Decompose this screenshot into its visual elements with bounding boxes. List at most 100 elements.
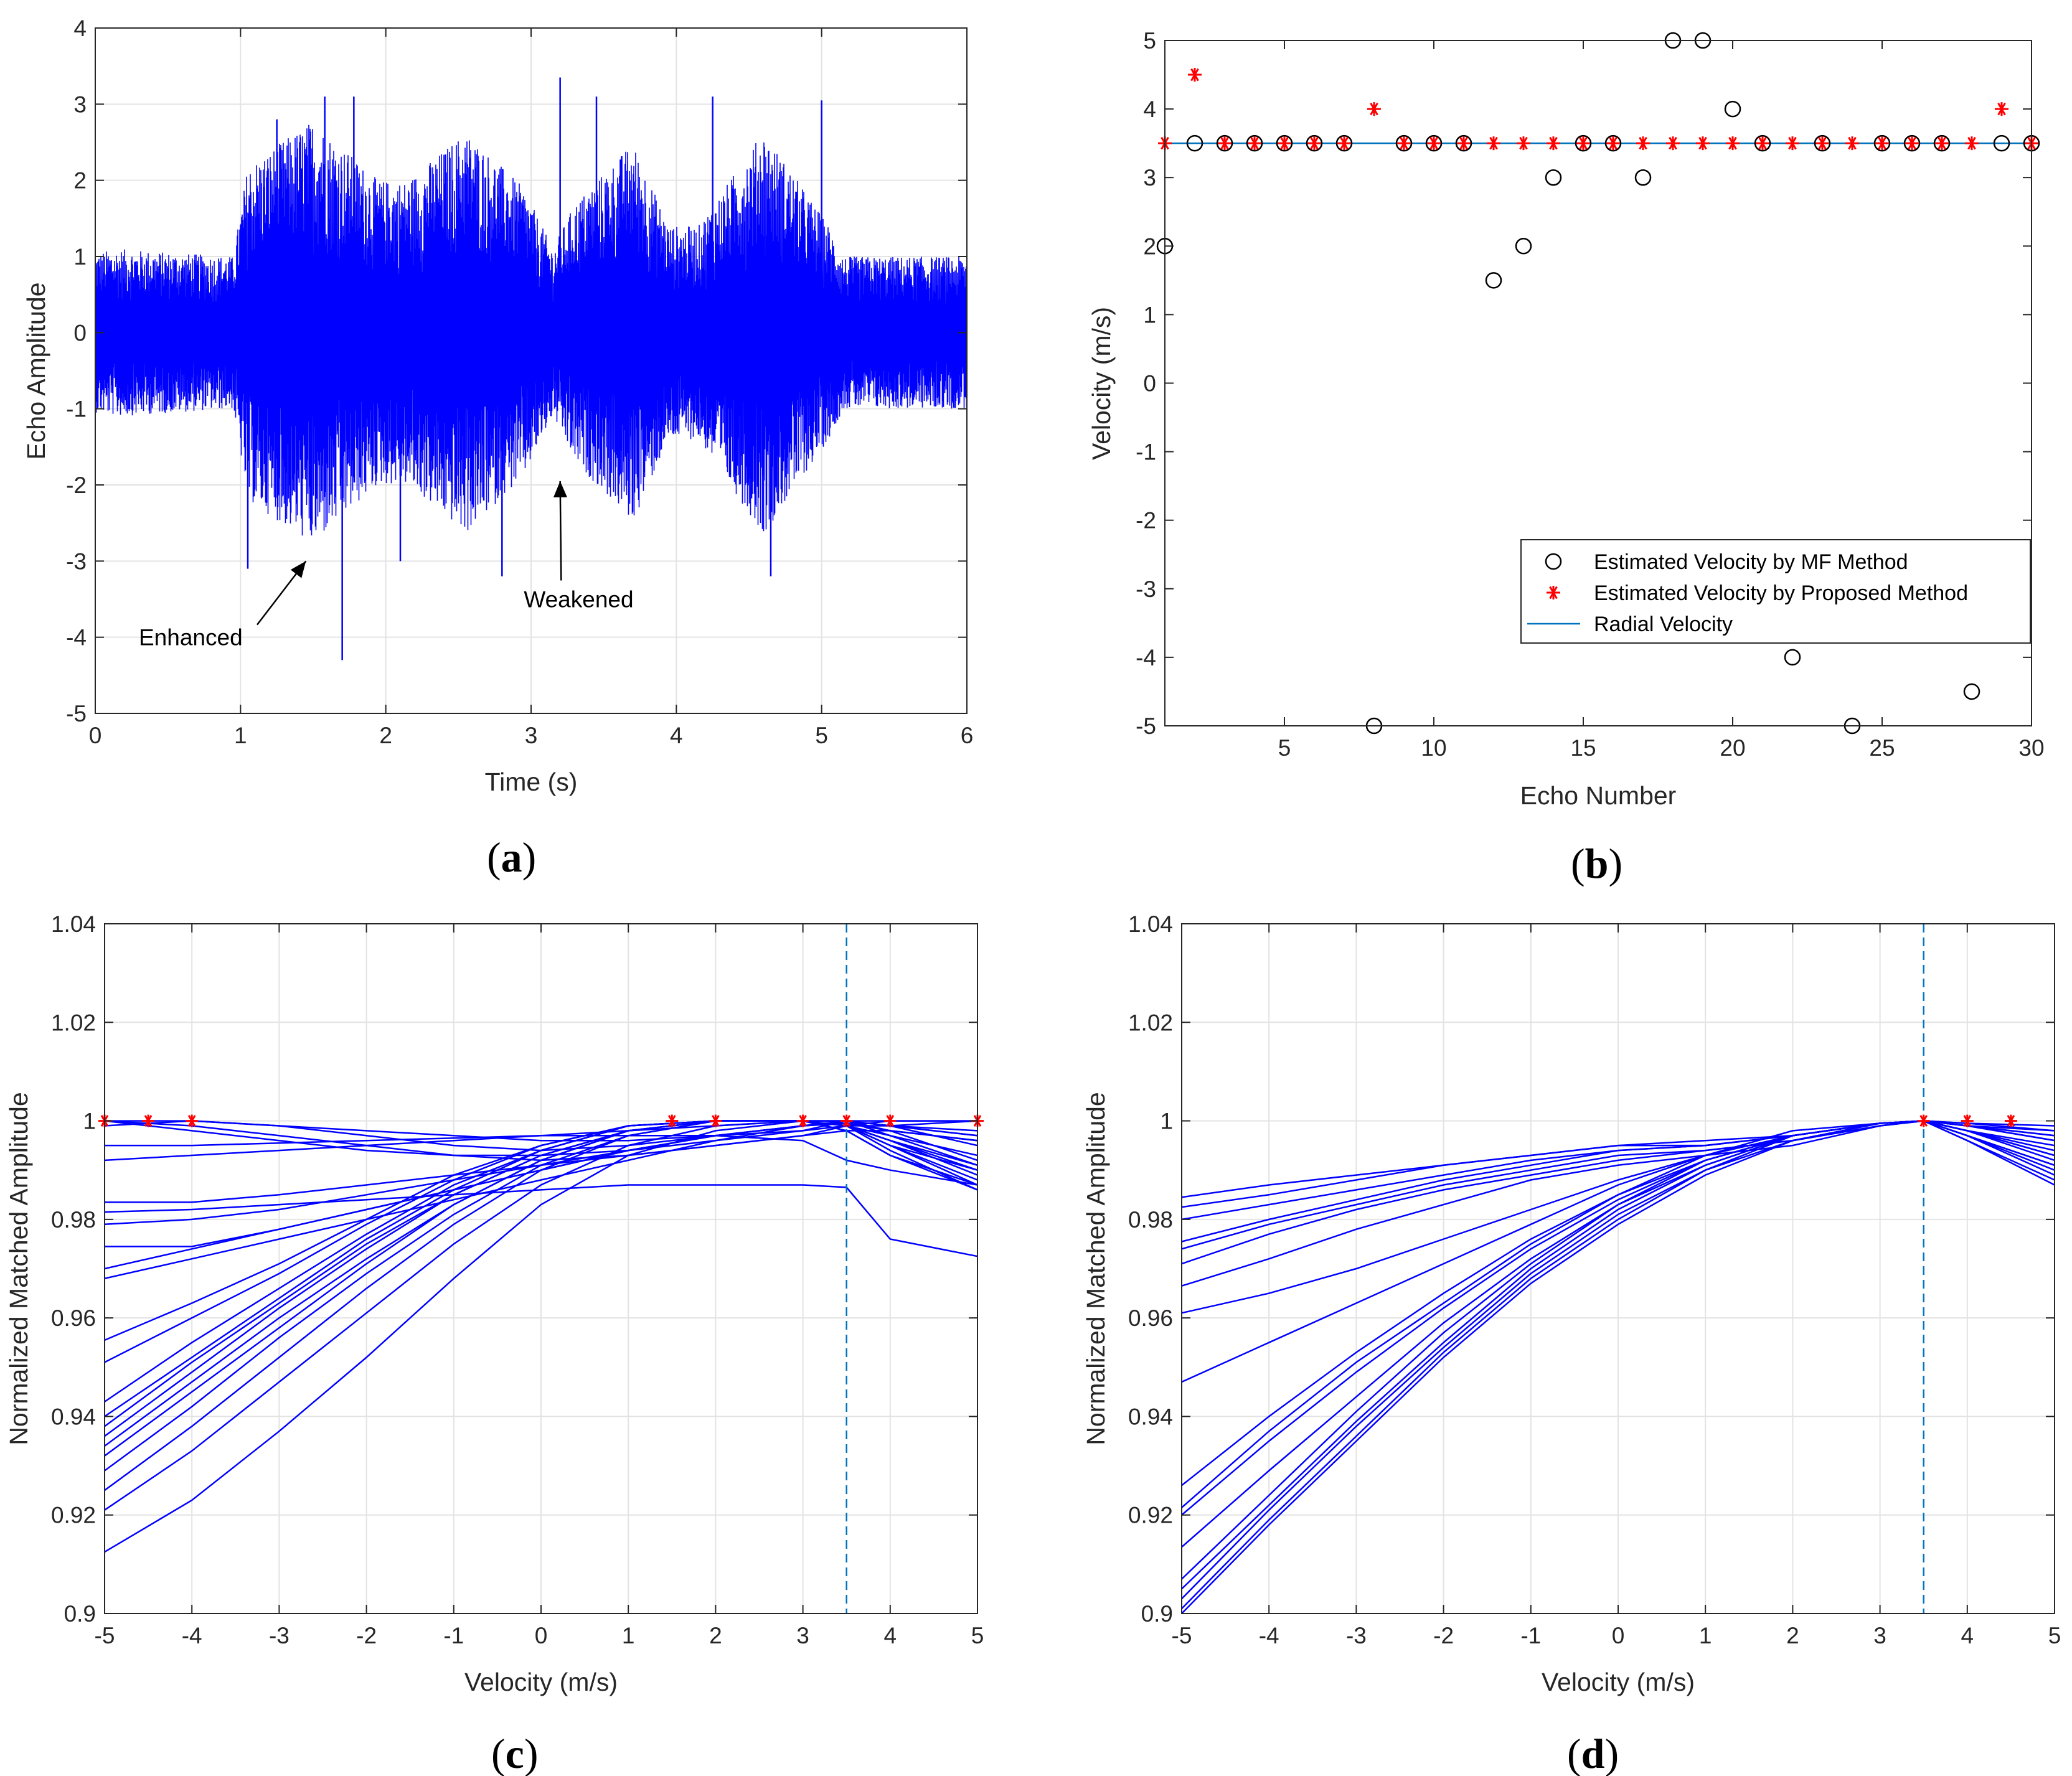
y-tick-label: 0 bbox=[1143, 371, 1156, 397]
y-tick-label: 0.94 bbox=[51, 1404, 96, 1429]
x-tick-label: 25 bbox=[1869, 735, 1895, 761]
panel-label-b: (b) bbox=[1571, 840, 1622, 887]
y-tick-label: 1 bbox=[83, 1109, 96, 1134]
x-axis-label-a: Time (s) bbox=[485, 768, 578, 796]
mf-estimate-point bbox=[1634, 169, 1652, 186]
y-tick-label: 0.92 bbox=[51, 1503, 96, 1528]
y-tick-label: 5 bbox=[1143, 28, 1156, 54]
mf-estimate-point bbox=[1246, 134, 1263, 152]
y-tick-label: 1.04 bbox=[1128, 911, 1173, 937]
y-tick-label: 1.02 bbox=[1128, 1010, 1173, 1035]
peak-marker bbox=[1961, 1114, 1974, 1127]
legend-circle-icon bbox=[1545, 553, 1562, 570]
proposed-estimate-point bbox=[1248, 136, 1261, 151]
mf-estimate-point bbox=[1604, 134, 1622, 152]
proposed-estimate-point bbox=[1666, 136, 1680, 151]
mf-estimate-point bbox=[1306, 134, 1323, 152]
y-tick-label: 3 bbox=[1143, 165, 1156, 190]
x-tick-label: -3 bbox=[1346, 1623, 1367, 1648]
x-tick-label: 15 bbox=[1570, 735, 1596, 761]
mf-estimate-point bbox=[1903, 134, 1921, 152]
annotation-enhanced: Enhanced bbox=[139, 625, 243, 651]
mf-estimate-point bbox=[1784, 649, 1801, 666]
proposed-estimate-point bbox=[1636, 136, 1650, 151]
y-tick-label: 0.98 bbox=[1128, 1207, 1173, 1233]
x-tick-label: 4 bbox=[1961, 1623, 1974, 1648]
y-tick-label: 1 bbox=[73, 244, 87, 270]
y-tick-label: 0.98 bbox=[51, 1207, 96, 1233]
peak-marker bbox=[186, 1114, 199, 1127]
x-tick-label: 20 bbox=[1720, 735, 1745, 761]
proposed-estimate-point bbox=[1696, 136, 1710, 151]
mf-estimate-point bbox=[1425, 134, 1443, 152]
mf-estimate-point bbox=[1395, 134, 1413, 152]
proposed-estimate-point bbox=[1457, 136, 1471, 151]
mf-estimate-point bbox=[1575, 134, 1592, 152]
peak-marker bbox=[1917, 1114, 1930, 1127]
y-tick-label: 0.9 bbox=[64, 1601, 96, 1627]
panel-label-c: (c) bbox=[491, 1730, 539, 1776]
matched-curve bbox=[105, 1120, 977, 1162]
y-tick-label: 1.04 bbox=[51, 911, 96, 937]
y-tick-label: 4 bbox=[1143, 96, 1156, 122]
peak-marker bbox=[709, 1114, 722, 1127]
proposed-estimate-point bbox=[1487, 136, 1500, 151]
mf-estimate-point bbox=[1724, 100, 1741, 118]
peak-marker bbox=[2004, 1114, 2017, 1127]
proposed-estimate-point bbox=[1756, 136, 1769, 151]
mf-estimate-point bbox=[1873, 134, 1891, 152]
x-tick-label: -5 bbox=[1172, 1623, 1192, 1648]
x-tick-label: -2 bbox=[356, 1623, 377, 1648]
x-axis-label-d: Velocity (m/s) bbox=[1542, 1668, 1695, 1696]
proposed-estimate-point bbox=[1218, 136, 1231, 151]
y-tick-label: -3 bbox=[66, 548, 87, 574]
arrow-head bbox=[553, 481, 567, 497]
mf-estimate-point bbox=[1515, 238, 1532, 255]
mf-estimate-point bbox=[1216, 134, 1233, 152]
x-tick-label: 4 bbox=[884, 1623, 897, 1648]
matched-curve bbox=[105, 1184, 977, 1257]
x-tick-label: 5 bbox=[815, 723, 828, 748]
y-tick-label: 0.92 bbox=[1128, 1503, 1173, 1528]
peak-marker bbox=[142, 1114, 155, 1127]
x-tick-label: 3 bbox=[796, 1623, 809, 1648]
mf-estimate-point bbox=[1455, 134, 1472, 152]
x-tick-label: 5 bbox=[1278, 735, 1291, 761]
mf-estimate-point bbox=[1814, 134, 1831, 152]
y-axis-label-a: Echo Amplitude bbox=[22, 283, 50, 460]
curves-c bbox=[105, 1120, 977, 1553]
y-tick-label: 0.96 bbox=[51, 1305, 96, 1331]
y-tick-label: -1 bbox=[1136, 439, 1156, 465]
proposed-estimate-point bbox=[1845, 136, 1859, 151]
y-tick-label: -2 bbox=[1136, 508, 1156, 533]
x-tick-label: 5 bbox=[971, 1623, 984, 1648]
x-tick-label: 0 bbox=[535, 1623, 548, 1648]
y-tick-label: 4 bbox=[73, 16, 87, 41]
x-tick-label: 3 bbox=[525, 723, 538, 748]
proposed-estimate-point bbox=[1188, 68, 1202, 82]
proposed-estimate-point bbox=[1517, 136, 1530, 151]
legend-item-radial-velocity: Radial Velocity bbox=[1594, 613, 1733, 636]
y-axis-label-b: Velocity (m/s) bbox=[1087, 307, 1116, 460]
x-tick-label: 2 bbox=[1786, 1623, 1799, 1648]
proposed-estimate-point bbox=[1278, 136, 1291, 151]
y-tick-label: -4 bbox=[66, 625, 87, 651]
mf-estimate-point bbox=[1186, 134, 1203, 152]
proposed-estimate-point bbox=[1786, 136, 1799, 151]
mf-estimate-point bbox=[1276, 134, 1293, 152]
matched-curve bbox=[1182, 1120, 2055, 1314]
x-tick-label: 0 bbox=[89, 723, 102, 748]
y-tick-label: -1 bbox=[66, 397, 87, 422]
panel-label-a: (a) bbox=[487, 834, 536, 881]
y-tick-label: -4 bbox=[1136, 645, 1156, 670]
x-axis-label-b: Echo Number bbox=[1520, 781, 1677, 810]
mf-estimate-point bbox=[1933, 134, 1951, 152]
proposed-estimate-point bbox=[1995, 102, 2008, 116]
proposed-estimate-point bbox=[1367, 102, 1381, 116]
curves-d bbox=[1182, 1120, 2055, 1614]
y-tick-label: 2 bbox=[73, 168, 87, 194]
proposed-estimate-point bbox=[1606, 136, 1620, 151]
matched-curve bbox=[1182, 1120, 2055, 1548]
